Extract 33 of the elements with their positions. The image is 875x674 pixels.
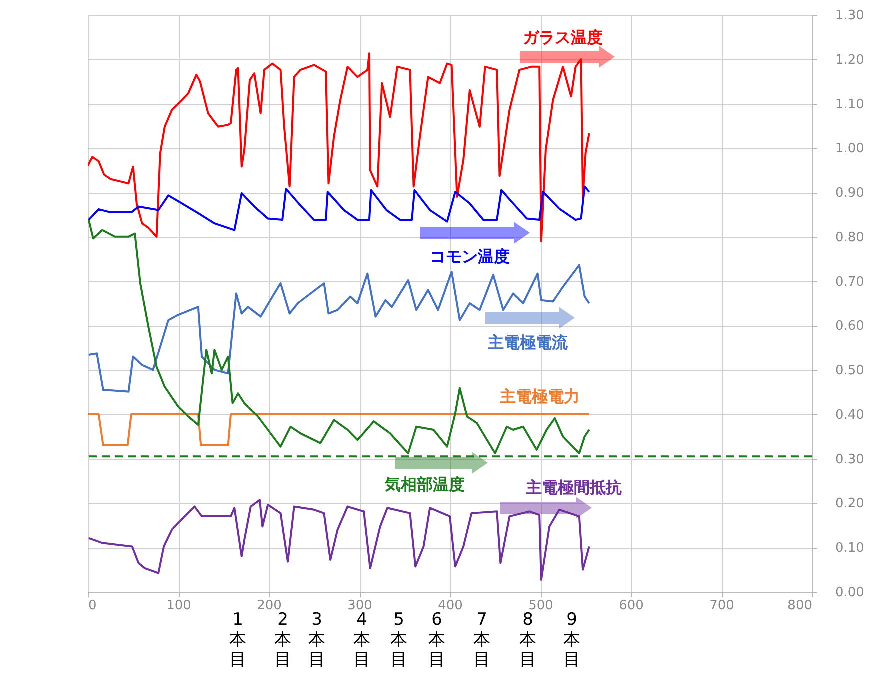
x-tick-label: 800 — [788, 598, 812, 614]
y-tick-label: 0.10 — [836, 541, 864, 556]
text: 9本目 — [564, 610, 580, 670]
y-tick-label: 0.40 — [836, 408, 864, 423]
y-tick-label: 0.90 — [836, 186, 864, 202]
text: 5本目 — [390, 610, 408, 670]
series-label: 主電極間抵抗 — [525, 478, 622, 497]
series-label: 主電極電力 — [499, 387, 580, 406]
series-label: ガラス温度 — [523, 28, 603, 47]
y-tick-label: 0.60 — [836, 319, 864, 334]
text: 7本目 — [474, 610, 490, 670]
line-series — [88, 186, 590, 232]
text: 3本目 — [308, 610, 326, 670]
y-tick-label: 0.00 — [836, 586, 864, 600]
y-tick-label: 1.20 — [836, 52, 864, 68]
x-tick-label: 600 — [619, 598, 644, 614]
x-tick-label: 0 — [88, 598, 97, 614]
y-tick-label: 0.50 — [836, 364, 864, 379]
series-label: 主電極電流 — [487, 333, 569, 352]
y-tick-label: 1.00 — [836, 142, 864, 157]
x-tick-label: 700 — [710, 598, 734, 614]
line-series — [88, 52, 590, 242]
line-series — [88, 499, 590, 582]
y-tick-label: 1.30 — [836, 8, 864, 24]
y-tick-label: 0.80 — [836, 230, 864, 246]
y-tick-label: 1.10 — [836, 97, 864, 112]
y-tick-label: 0.30 — [836, 452, 864, 468]
y-tick-label: 0.20 — [836, 496, 864, 512]
x-tick-label: 100 — [166, 598, 192, 614]
series-label: 気相部温度 — [384, 475, 465, 494]
y-tick-label: 0.70 — [836, 274, 864, 290]
text: 1本目 — [230, 610, 246, 670]
series-label: コモン温度 — [430, 247, 510, 266]
